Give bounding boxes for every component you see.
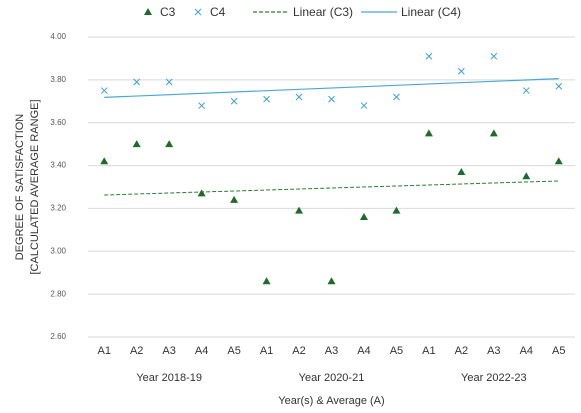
x-tick-label: A2	[130, 345, 143, 357]
point	[263, 95, 270, 103]
point	[522, 172, 531, 180]
x-tick-label: A4	[357, 345, 370, 357]
x-tick-label: A2	[292, 345, 305, 357]
y-tick-label: 3.80	[50, 75, 66, 84]
x-tick-label: A1	[422, 345, 435, 357]
point	[554, 157, 563, 165]
point	[230, 195, 239, 203]
point	[392, 206, 401, 214]
legend-marker	[144, 8, 152, 15]
x-tick-label: A5	[390, 345, 403, 357]
x-tick-label: A5	[552, 345, 565, 357]
point	[295, 206, 304, 214]
x-tick-label: A3	[162, 345, 175, 357]
point	[327, 277, 336, 285]
legend-label: Linear (C3)	[293, 5, 353, 19]
point	[100, 157, 109, 165]
point	[425, 52, 433, 60]
y-axis-title: [CALCULATED AVERAGE RANGE]	[29, 99, 41, 274]
point	[328, 95, 335, 103]
y-tick-label: 3.40	[50, 161, 66, 170]
point	[360, 102, 368, 109]
point	[133, 78, 141, 86]
trend-line	[104, 180, 559, 196]
point	[424, 129, 433, 137]
point	[198, 102, 205, 109]
x-tick-label: A3	[325, 345, 338, 357]
y-axis-title: DEGREE OF SATISFACTION	[14, 114, 26, 261]
point	[490, 52, 498, 60]
point	[295, 93, 303, 101]
point	[359, 213, 368, 220]
legend-label: C4	[210, 5, 226, 19]
point	[393, 93, 400, 101]
y-tick-label: 4.00	[50, 32, 66, 41]
x-tick-label: A1	[260, 345, 273, 357]
group-label: Year 2020-21	[299, 372, 365, 384]
legend-label: Linear (C4)	[401, 5, 461, 19]
point	[197, 189, 206, 197]
point	[457, 168, 466, 175]
x-tick-label: A3	[487, 345, 500, 357]
point	[132, 140, 141, 148]
trend-line	[104, 78, 559, 98]
point	[100, 87, 108, 94]
y-tick-label: 3.00	[50, 246, 66, 255]
x-tick-label: A4	[195, 345, 208, 357]
x-tick-label: A5	[227, 345, 240, 357]
y-tick-label: 3.20	[50, 204, 66, 213]
point	[458, 67, 465, 75]
point	[522, 87, 530, 94]
point	[262, 277, 271, 285]
point	[165, 78, 173, 86]
x-tick-label: A4	[520, 345, 533, 357]
group-label: Year 2018-19	[136, 372, 202, 384]
point	[165, 140, 174, 148]
point	[489, 129, 498, 137]
point	[555, 82, 563, 90]
legend-marker	[194, 8, 202, 16]
x-tick-label: A2	[455, 345, 468, 357]
x-axis-title: Year(s) & Average (A)	[278, 395, 384, 407]
y-tick-label: 3.60	[50, 118, 66, 127]
x-tick-label: A1	[97, 345, 110, 357]
y-tick-label: 2.80	[50, 289, 66, 298]
point	[230, 97, 238, 105]
y-tick-label: 2.60	[50, 332, 66, 341]
legend-label: C3	[160, 5, 176, 19]
group-label: Year 2022-23	[461, 372, 527, 384]
